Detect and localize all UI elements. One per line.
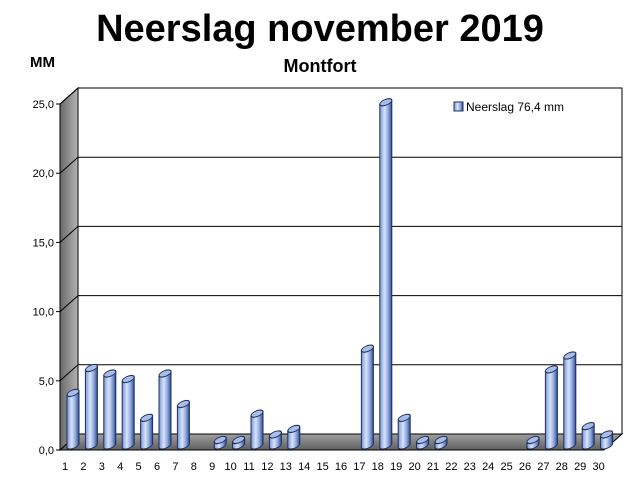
x-tick-label: 19 [390, 461, 402, 473]
gridline-side [59, 226, 79, 243]
bar [121, 374, 135, 450]
x-tick-label: 18 [372, 461, 384, 473]
bar [158, 369, 172, 450]
x-tick-label: 14 [298, 461, 310, 473]
x-tick-label: 17 [353, 461, 365, 473]
bar [563, 351, 577, 450]
legend-swatch [453, 101, 464, 112]
bar [434, 435, 448, 450]
y-axis-unit-label: MM [30, 54, 55, 71]
bar [66, 388, 80, 450]
y-tick-label: 10,0 [33, 307, 54, 319]
y-tick-label: 25,0 [33, 99, 54, 111]
bar [287, 424, 301, 450]
x-tick-label: 2 [80, 461, 86, 473]
bar [379, 98, 393, 450]
x-tick-label: 8 [191, 461, 197, 473]
bar [360, 344, 374, 450]
x-tick-label: 22 [445, 461, 457, 473]
bar [176, 399, 190, 450]
gridline-side [59, 156, 79, 174]
bar [103, 369, 117, 450]
chart-title: Neerslag november 2019 [96, 8, 544, 50]
x-tick-label: 13 [280, 461, 292, 473]
x-tick-label: 15 [316, 461, 328, 473]
x-tick-label: 24 [482, 461, 494, 473]
x-tick-label: 3 [99, 461, 105, 473]
plot-area: 0,05,010,015,020,025,01 2 3 4 5 6 7 8 9 10 11 12 13 1… [33, 86, 624, 473]
x-tick-label: 27 [537, 461, 549, 473]
x-tick-label: 7 [172, 461, 178, 473]
bar [526, 435, 540, 450]
x-tick-label: 29 [574, 461, 586, 473]
bar [213, 435, 227, 450]
gridline-side [59, 295, 79, 312]
bar [544, 365, 558, 450]
x-tick-label: 23 [464, 461, 476, 473]
x-tick-label: 16 [335, 461, 347, 473]
x-tick-label: 10 [224, 461, 236, 473]
y-tick-label: 0,0 [39, 445, 54, 457]
x-tick-label: 25 [500, 461, 512, 473]
x-tick-label: 21 [427, 461, 439, 473]
bar [140, 413, 154, 450]
legend-label: Neerslag 76,4 mm [466, 100, 564, 114]
x-tick-label: 11 [243, 461, 254, 473]
bar [250, 409, 264, 450]
x-tick-label: 5 [136, 461, 142, 473]
y-tick-label: 15,0 [33, 237, 54, 249]
gridline-side [59, 87, 79, 105]
bar [84, 363, 98, 450]
bar [397, 413, 411, 450]
x-tick-label: 30 [592, 461, 604, 473]
x-tick-label: 9 [209, 461, 215, 473]
x-tick-label: 4 [117, 461, 123, 473]
x-tick-label: 12 [261, 461, 273, 473]
bar [268, 430, 282, 450]
bar [232, 435, 246, 450]
x-tick-label: 20 [408, 461, 420, 473]
x-tick-label: 26 [519, 461, 531, 473]
x-tick-label: 28 [556, 461, 568, 473]
bar [416, 435, 430, 450]
bar [600, 430, 614, 450]
x-tick-label: 6 [154, 461, 160, 473]
gridline-side [59, 364, 79, 382]
chart-subtitle: Montfort [283, 56, 357, 76]
bar [581, 422, 595, 450]
x-tick-label: 1 [62, 461, 68, 473]
y-tick-label: 5,0 [39, 376, 54, 388]
y-tick-label: 20,0 [33, 168, 54, 180]
